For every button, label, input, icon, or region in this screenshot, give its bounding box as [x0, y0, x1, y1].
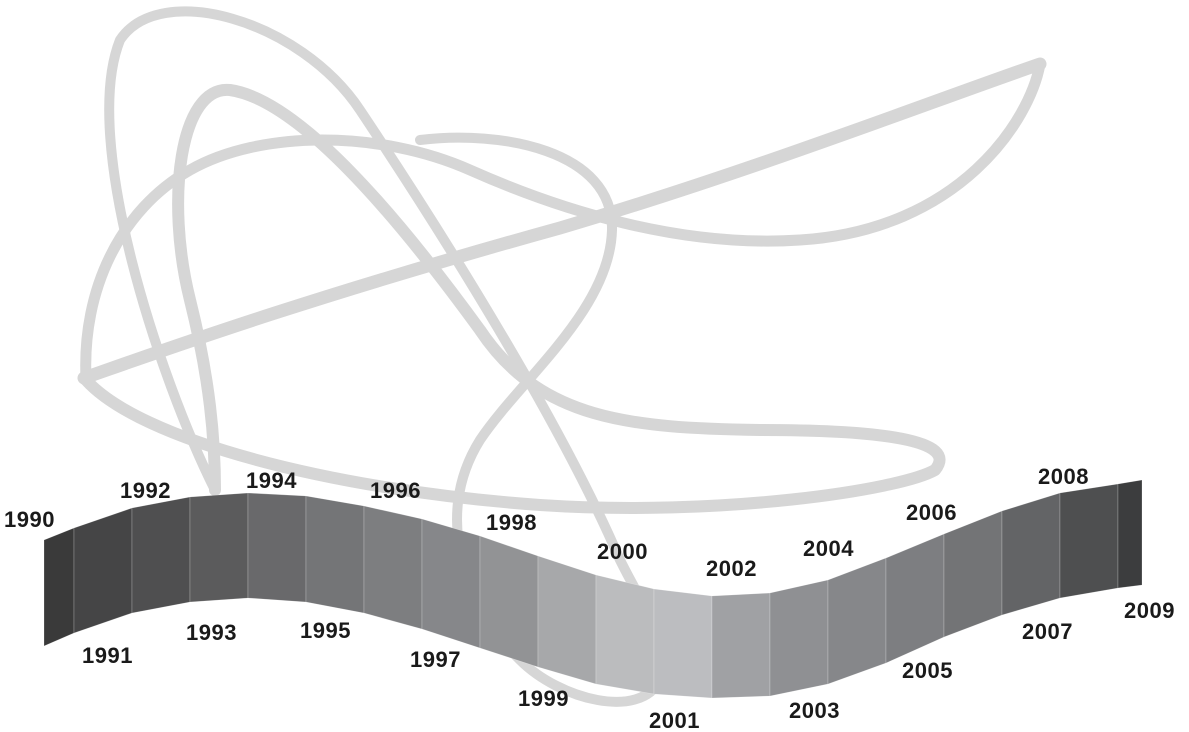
timeline-band	[43, 479, 1143, 699]
band-segment	[537, 555, 597, 685]
band-segment	[73, 507, 133, 634]
band-segment	[653, 588, 713, 699]
band-segment	[363, 505, 423, 630]
year-label-2004: 2004	[803, 536, 854, 561]
ribbon-strand-2	[80, 58, 1046, 384]
band-segment	[595, 574, 655, 695]
band-segment	[189, 492, 249, 603]
year-label-1995: 1995	[300, 618, 351, 643]
year-label-1992: 1992	[120, 478, 171, 503]
year-label-1999: 1999	[518, 686, 569, 711]
band-segment	[479, 535, 539, 668]
year-label-2006: 2006	[906, 500, 957, 525]
year-label-2001: 2001	[649, 708, 700, 732]
band-segment	[769, 579, 829, 697]
band-segment	[247, 492, 307, 603]
band-segment	[711, 592, 771, 699]
ribbon-strand-1	[77, 57, 1047, 385]
year-label-2009: 2009	[1124, 598, 1175, 623]
band-segment	[943, 510, 1003, 638]
decorative-ribbon	[77, 6, 1047, 707]
year-label-1990: 1990	[4, 507, 55, 532]
year-label-1997: 1997	[410, 647, 461, 672]
year-labels: 1990 1991 1992 1993 1994 1995 1996 1997 …	[4, 464, 1175, 732]
band-segment	[885, 533, 945, 664]
year-label-2000: 2000	[597, 539, 648, 564]
ribbon-strand-3	[80, 83, 946, 514]
year-label-1991: 1991	[82, 643, 133, 668]
year-label-1996: 1996	[370, 478, 421, 503]
band-segment	[421, 518, 481, 649]
band-segment	[827, 557, 887, 685]
band-segment	[43, 527, 75, 647]
year-label-2005: 2005	[902, 658, 953, 683]
year-label-1998: 1998	[486, 510, 537, 535]
band-segment	[1059, 483, 1119, 599]
year-label-2002: 2002	[706, 556, 757, 581]
band-segment	[1001, 492, 1061, 616]
band-segment	[131, 496, 191, 614]
year-label-2007: 2007	[1022, 619, 1073, 644]
year-label-2003: 2003	[789, 698, 840, 723]
year-label-1994: 1994	[246, 468, 297, 493]
band-segment	[305, 495, 365, 614]
year-label-2008: 2008	[1038, 464, 1089, 489]
year-label-1993: 1993	[186, 620, 237, 645]
band-segment	[1117, 479, 1143, 589]
